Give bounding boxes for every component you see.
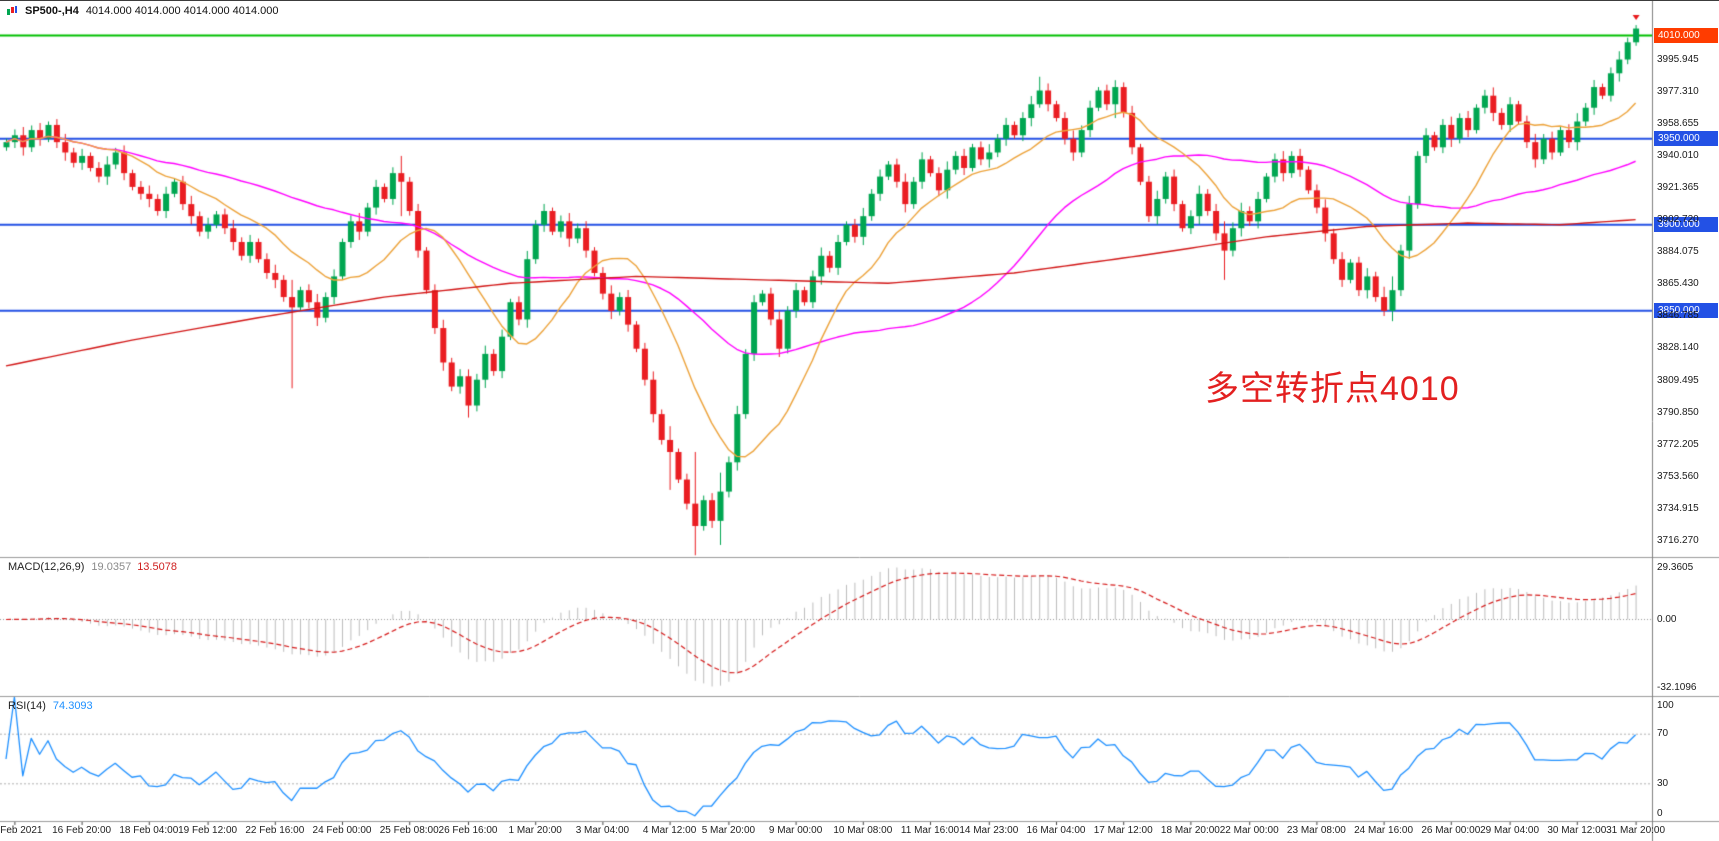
chart-window: SP500-,H4 4014.000 4014.000 4014.000 401…: [0, 0, 1719, 841]
price-chart-canvas[interactable]: [0, 1, 1719, 841]
